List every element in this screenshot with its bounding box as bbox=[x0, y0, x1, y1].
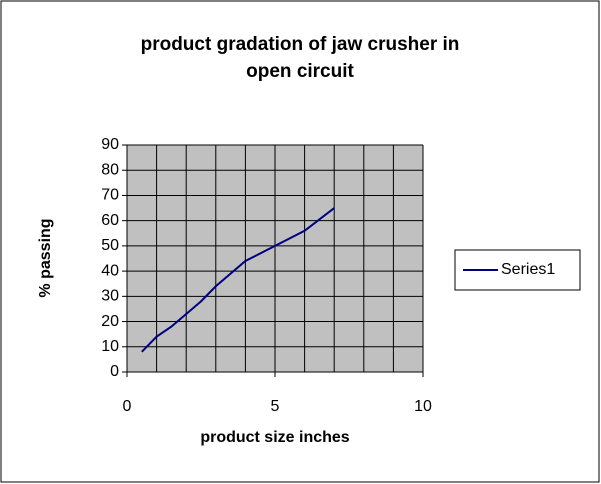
legend-label: Series1 bbox=[501, 261, 555, 278]
y-tick-label: 20 bbox=[101, 313, 119, 330]
y-tick-label: 50 bbox=[101, 237, 119, 254]
x-tick-label: 10 bbox=[414, 398, 432, 415]
y-axis-title: % passing bbox=[37, 218, 54, 297]
x-tick-label: 5 bbox=[271, 398, 280, 415]
x-tick-label: 0 bbox=[123, 398, 132, 415]
y-tick-label: 10 bbox=[101, 338, 119, 355]
y-tick-label: 60 bbox=[101, 212, 119, 229]
y-tick-label: 80 bbox=[101, 161, 119, 178]
chart-title: open circuit bbox=[246, 61, 354, 82]
chart-title: product gradation of jaw crusher in bbox=[141, 34, 460, 55]
y-tick-label: 40 bbox=[101, 262, 119, 279]
y-tick-label: 90 bbox=[101, 136, 119, 153]
y-tick-label: 0 bbox=[110, 363, 119, 380]
x-axis-title: product size inches bbox=[200, 429, 349, 446]
y-tick-label: 70 bbox=[101, 187, 119, 204]
y-tick-label: 30 bbox=[101, 288, 119, 305]
series-line bbox=[141, 207, 335, 353]
